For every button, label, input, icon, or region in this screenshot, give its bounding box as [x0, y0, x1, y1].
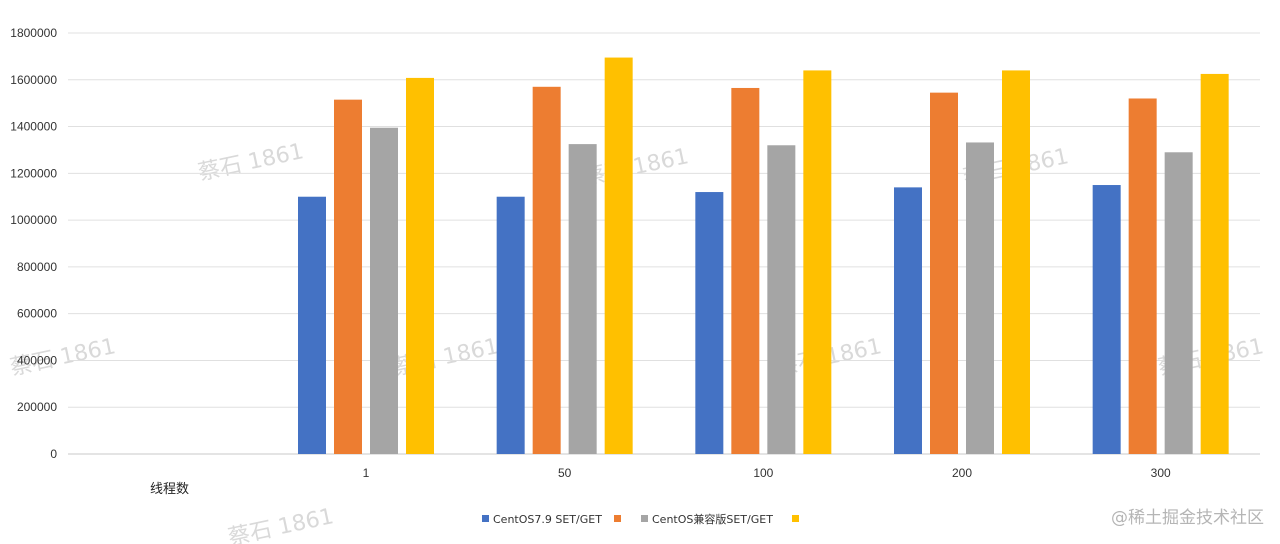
y-tick-label: 1400000 — [10, 120, 57, 134]
bar — [894, 187, 922, 454]
bar — [1200, 73, 1229, 455]
y-tick-label: 200000 — [17, 400, 57, 414]
x-tick-label: 50 — [558, 466, 572, 480]
bar — [1128, 98, 1157, 454]
y-tick-label: 1200000 — [10, 166, 57, 180]
bar — [298, 196, 326, 454]
legend-swatch — [641, 515, 648, 522]
y-axis-ticks: 0 200000 400000 600000 800000 1000000 1200000 1… — [10, 26, 57, 461]
bar — [966, 142, 994, 454]
bar — [370, 127, 398, 454]
bar — [731, 87, 760, 454]
y-tick-label: 1600000 — [10, 73, 57, 87]
bar — [695, 192, 724, 455]
y-tick-label: 400000 — [17, 353, 57, 367]
x-tick-label: 300 — [1151, 466, 1171, 480]
x-tick-label: 100 — [753, 466, 773, 480]
bar — [604, 57, 633, 454]
site-watermark: @稀土掘金技术社区 — [1111, 508, 1264, 528]
y-tick-label: 600000 — [17, 307, 57, 321]
legend-swatch — [792, 515, 799, 522]
y-tick-label: 0 — [50, 447, 57, 461]
bar — [1164, 152, 1193, 455]
y-tick-label: 800000 — [17, 260, 57, 274]
x-axis-ticks: 1 50 100 200 300 — [363, 466, 1171, 480]
legend-label: CentOS7.9 SET/GET — [493, 513, 602, 526]
x-axis-label: 线程数 — [150, 482, 189, 497]
x-tick-label: 200 — [952, 466, 972, 480]
watermark: 蔡石 1861 — [226, 504, 336, 544]
bar — [496, 196, 525, 454]
watermark-layer: 蔡石 1861 蔡石 1861 蔡石 1861 蔡石 1861 蔡石 1861 … — [8, 139, 1266, 544]
bar — [532, 86, 561, 455]
bars — [298, 57, 1229, 455]
legend: CentOS7.9 SET/GET CentOS兼容版SET/GET — [482, 512, 799, 526]
y-tick-label: 1800000 — [10, 26, 57, 40]
bar — [930, 92, 958, 455]
bar — [406, 77, 434, 454]
legend-swatch — [614, 515, 621, 522]
y-tick-label: 1000000 — [10, 213, 57, 227]
gridlines — [68, 32, 1260, 455]
bar — [1002, 70, 1030, 454]
bar — [334, 99, 362, 455]
bar — [803, 70, 832, 454]
watermark: 蔡石 1861 — [581, 144, 691, 191]
bar — [767, 145, 796, 454]
bar — [1092, 185, 1121, 454]
legend-label: CentOS兼容版SET/GET — [652, 512, 773, 526]
bar — [568, 144, 597, 454]
legend-swatch — [482, 515, 489, 522]
watermark: 蔡石 1861 — [196, 139, 306, 186]
x-tick-label: 1 — [363, 466, 370, 480]
